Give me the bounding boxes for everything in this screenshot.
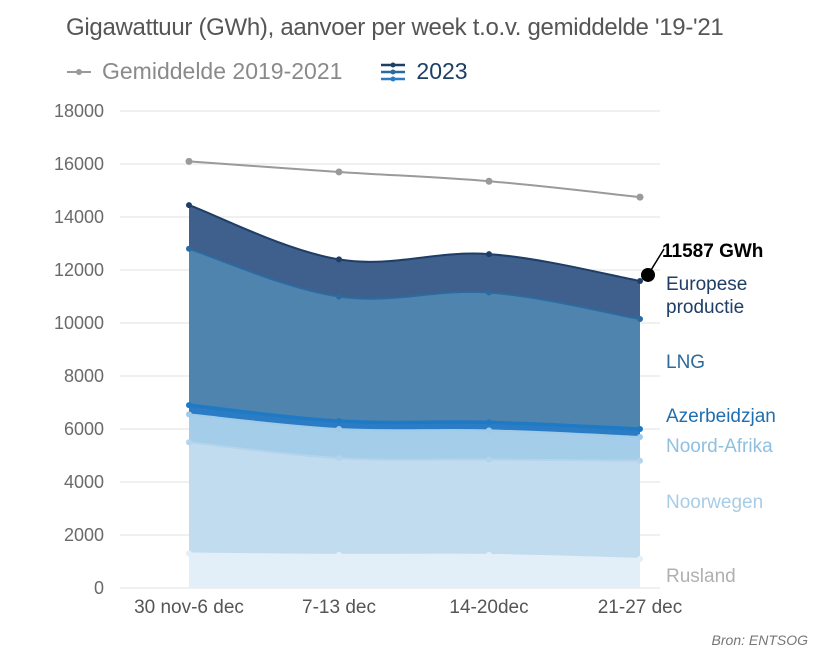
y-tick-label: 0 xyxy=(94,578,104,598)
series-label-europese-productie: productie xyxy=(666,297,744,318)
point-azerbeidzjan xyxy=(186,402,192,409)
y-tick-label: 10000 xyxy=(54,313,104,333)
point-azerbeidzjan xyxy=(637,426,643,432)
line-azerbeidzjan xyxy=(188,403,641,431)
series-label-azerbeidzjan: Azerbeidzjan xyxy=(666,406,776,427)
point-noorwegen xyxy=(637,457,643,464)
area-rusland xyxy=(189,553,640,588)
area-azerbeidzjan xyxy=(189,405,640,437)
annotation-label: 11587 GWh xyxy=(662,241,763,262)
area-layers xyxy=(189,205,640,588)
x-tick-label: 14-20dec xyxy=(449,597,528,618)
line-lng xyxy=(188,247,641,321)
series-label-noord-afrika: Noord-Afrika xyxy=(666,436,773,457)
point-gemiddelde xyxy=(185,157,193,165)
reference-line xyxy=(185,157,644,201)
source-note: Bron: ENTSOG xyxy=(711,632,808,648)
point-noord-afrika xyxy=(336,426,342,432)
annotations: 11587 GWh xyxy=(641,241,763,282)
point-europese-productie xyxy=(336,256,342,263)
point-gemiddelde xyxy=(335,168,343,176)
x-axis: 30 nov-6 dec 7-13 dec 14-20dec 21-27 dec xyxy=(134,597,682,618)
point-noord-afrika xyxy=(186,411,192,418)
y-tick-label: 12000 xyxy=(54,260,104,280)
point-lng xyxy=(486,289,492,296)
point-noord-afrika xyxy=(637,433,643,440)
point-gemiddelde xyxy=(636,193,644,201)
line-gemiddelde xyxy=(188,160,641,199)
point-lng xyxy=(186,245,192,252)
series-label-rusland: Rusland xyxy=(666,566,736,587)
point-noorwegen xyxy=(486,456,492,463)
point-rusland xyxy=(486,551,492,558)
legend-item-average[interactable]: Gemiddelde 2019-2021 xyxy=(66,58,342,85)
legend-label-average: Gemiddelde 2019-2021 xyxy=(102,58,343,84)
point-lng xyxy=(336,293,342,300)
stacked-lines-marker-icon xyxy=(381,62,406,81)
point-europese-productie xyxy=(186,202,192,209)
point-noorwegen xyxy=(186,439,192,446)
series-label-noorwegen: Noorwegen xyxy=(666,492,763,513)
legend: Gemiddelde 2019-2021 2023 xyxy=(66,58,506,85)
point-noord-afrika xyxy=(486,427,492,434)
point-rusland xyxy=(336,551,342,558)
series-labels: Rusland Noorwegen Noord-Afrika Azerbeidzjan… xyxy=(666,274,776,587)
y-tick-label: 6000 xyxy=(64,419,104,439)
line-noorwegen xyxy=(188,441,641,462)
area-europese-productie xyxy=(189,205,640,320)
point-azerbeidzjan xyxy=(336,418,342,425)
area-noorwegen xyxy=(189,442,640,559)
y-tick-label: 14000 xyxy=(54,207,104,227)
area-lng xyxy=(189,248,640,429)
line-rusland xyxy=(188,552,641,560)
y-tick-label: 16000 xyxy=(54,154,104,174)
gray-line-marker-icon xyxy=(67,68,91,75)
point-lng xyxy=(637,316,643,323)
point-azerbeidzjan xyxy=(486,419,492,426)
point-europese-productie xyxy=(637,277,643,284)
point-rusland xyxy=(186,550,192,557)
y-tick-label: 8000 xyxy=(64,366,104,386)
point-rusland xyxy=(637,555,643,562)
x-tick-label: 21-27 dec xyxy=(598,597,683,618)
y-tick-label: 2000 xyxy=(64,525,104,545)
y-axis: 0 2000 4000 6000 8000 10000 12000 14000 16000 180… xyxy=(54,101,104,598)
series-label-lng: LNG xyxy=(666,352,705,373)
chart-title: Gigawattuur (GWh), aanvoer per week t.o.… xyxy=(66,14,724,41)
point-europese-productie xyxy=(486,251,492,258)
point-gemiddelde xyxy=(485,177,493,185)
y-tick-label: 18000 xyxy=(54,101,104,121)
series-lines xyxy=(186,202,643,562)
x-tick-label: 30 nov-6 dec xyxy=(134,597,244,618)
line-europese-productie xyxy=(188,204,641,282)
series-label-europese-productie: Europese xyxy=(666,274,747,295)
legend-item-2023[interactable]: 2023 xyxy=(380,58,468,85)
y-tick-label: 4000 xyxy=(64,472,104,492)
legend-label-2023: 2023 xyxy=(416,58,468,84)
line-noord-afrika xyxy=(188,413,641,438)
x-tick-label: 7-13 dec xyxy=(302,597,376,618)
annotation-dot xyxy=(641,267,655,282)
area-noord-afrika xyxy=(189,414,640,461)
point-noorwegen xyxy=(336,455,342,462)
